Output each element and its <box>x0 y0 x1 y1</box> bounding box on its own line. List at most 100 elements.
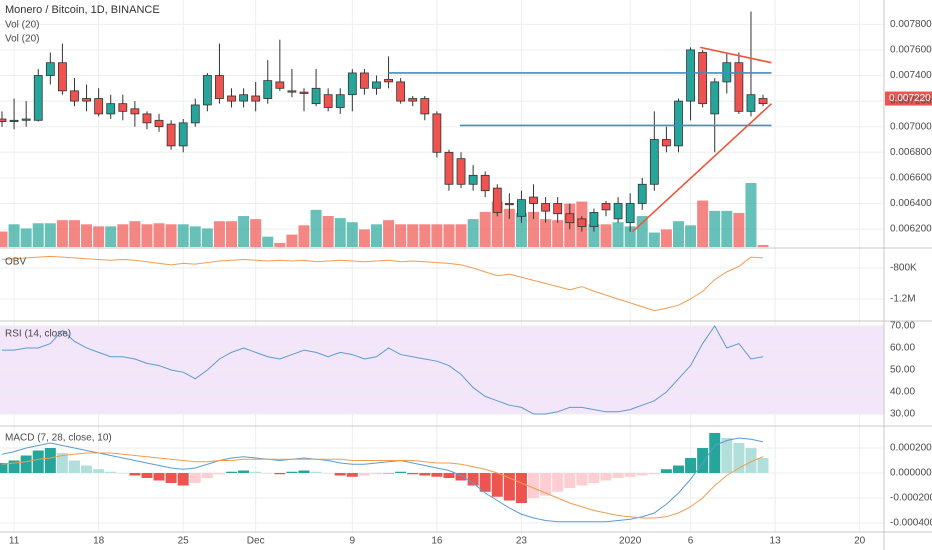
candle-body <box>118 103 128 112</box>
volume-bar <box>745 183 757 247</box>
macd-histogram-bar <box>636 473 648 476</box>
candle-body <box>372 81 381 89</box>
volume-bar <box>334 218 346 247</box>
macd-histogram-bar <box>322 473 334 474</box>
candle-body <box>347 72 357 96</box>
candle-body <box>686 49 695 102</box>
x-tick-label: Dec <box>247 536 265 547</box>
chart-title: Monero / Bitcoin, 1D, BINANCE <box>5 4 160 16</box>
volume-bar <box>129 221 141 247</box>
volume-bar <box>250 219 262 247</box>
candle-body <box>9 119 19 122</box>
volume-bar <box>515 212 527 247</box>
candle-body <box>589 212 599 227</box>
macd-histogram-bar <box>177 473 189 486</box>
volume-bar <box>395 224 407 247</box>
candle-body <box>142 113 152 124</box>
candle-body <box>432 113 442 153</box>
volume-bar <box>443 224 455 247</box>
macd-histogram-bar <box>443 473 455 478</box>
volume-bar <box>660 229 672 247</box>
macd-line <box>1 452 764 519</box>
volume-bar <box>685 225 697 247</box>
volume-bar <box>81 224 93 247</box>
macd-histogram-bar <box>141 473 153 478</box>
candle-body <box>553 203 563 215</box>
y-tick-label: -0.000400 <box>890 518 932 529</box>
y-tick-label: 0.006200 <box>890 224 932 235</box>
volume-bar <box>141 224 153 247</box>
candle-body <box>396 81 406 102</box>
candle-body <box>227 95 236 102</box>
candle-body <box>263 80 273 99</box>
y-tick-label: 40.00 <box>890 387 915 398</box>
macd-histogram-bar <box>262 473 274 474</box>
macd-histogram-bar <box>503 473 515 501</box>
candle-body <box>166 123 176 147</box>
macd-histogram-bar <box>129 473 141 476</box>
candle-body <box>82 98 91 102</box>
y-tick-label: 70.00 <box>890 321 915 332</box>
macd-histogram-bar <box>721 438 733 473</box>
macd-histogram-bar <box>685 458 697 473</box>
volume-bar <box>322 216 334 247</box>
marks <box>0 11 932 523</box>
volume-bar <box>105 226 117 247</box>
macd-histogram-bar <box>370 473 382 475</box>
candle-body <box>662 139 671 147</box>
volume-bar <box>491 201 503 247</box>
volume-bar <box>636 216 648 247</box>
volume-bar <box>310 209 322 247</box>
volume-bar <box>721 210 733 247</box>
candle-body <box>251 95 261 102</box>
volume-bar <box>648 232 660 247</box>
x-tick-label: 25 <box>178 536 190 547</box>
volume-bar <box>624 226 636 247</box>
macd-histogram-bar <box>455 473 467 481</box>
volume-bar <box>697 200 709 247</box>
candle-body <box>215 75 224 99</box>
volume-bar <box>588 224 600 247</box>
candle-body <box>698 52 708 105</box>
candle-body <box>359 72 369 89</box>
macd-histogram-bar <box>624 473 636 477</box>
macd-histogram-bar <box>491 473 503 497</box>
candle-body <box>0 118 7 122</box>
candle-body <box>420 98 430 115</box>
y-tick-label: 0.006400 <box>890 198 932 209</box>
y-tick-label: 0.007400 <box>890 70 932 81</box>
macd-histogram-bar <box>600 473 612 481</box>
macd-histogram-bar <box>226 471 238 473</box>
volume-bar <box>612 222 624 247</box>
macd-histogram-bar <box>189 473 201 483</box>
x-tick-label: 13 <box>770 536 782 547</box>
volume-bar <box>455 224 467 247</box>
volume-bar <box>709 210 721 247</box>
volume-bar <box>298 225 310 247</box>
volume-bar <box>165 224 177 247</box>
y-tick-label: 0.006800 <box>890 147 932 158</box>
rsi-label: RSI (14, close) <box>5 329 71 340</box>
macd-histogram-bar <box>697 448 709 473</box>
volume-bar <box>419 224 431 247</box>
macd-histogram-bar <box>250 471 262 473</box>
candle-body <box>299 91 309 94</box>
y-tick-label: 50.00 <box>890 365 915 376</box>
y-tick-label: 0.007200 <box>890 96 932 107</box>
candle-body <box>94 98 104 115</box>
volume-bar <box>552 220 564 247</box>
candle-body <box>190 104 200 124</box>
obv-label: OBV <box>5 257 26 268</box>
macd-histogram-bar <box>757 458 769 473</box>
candle-body <box>178 122 188 147</box>
trend-line <box>700 46 772 64</box>
macd-histogram-bar <box>407 473 419 475</box>
macd-histogram-bar <box>612 473 624 478</box>
volume-bar <box>407 224 419 247</box>
volume-bar <box>117 224 129 247</box>
x-tick-label: 2020 <box>619 536 642 547</box>
volume-bar <box>540 219 552 247</box>
candle-body <box>541 203 550 212</box>
macd-histogram-bar <box>93 469 105 473</box>
